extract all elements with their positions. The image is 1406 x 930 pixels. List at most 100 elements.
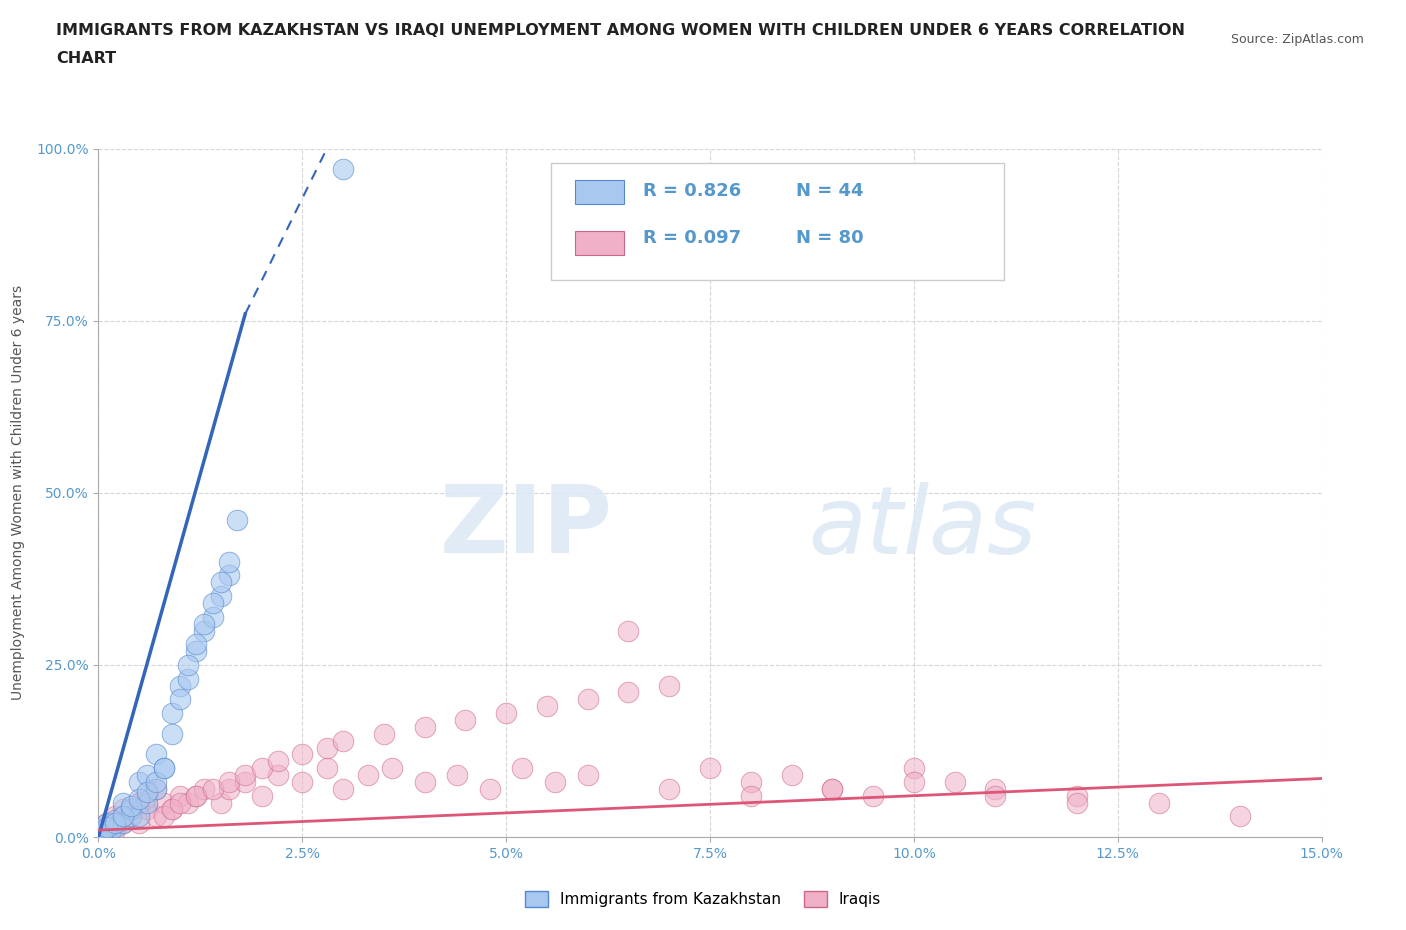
- Point: [169, 692, 191, 707]
- Bar: [575, 179, 624, 204]
- Point: [536, 698, 558, 713]
- Point: [120, 809, 142, 824]
- Point: [136, 802, 159, 817]
- Point: [96, 826, 118, 841]
- Point: [186, 637, 208, 652]
- Point: [209, 575, 232, 590]
- Point: [128, 791, 150, 806]
- Point: [96, 823, 118, 838]
- Point: [152, 761, 174, 776]
- Point: [821, 781, 844, 796]
- Point: [111, 795, 134, 810]
- Point: [454, 712, 477, 727]
- Point: [984, 789, 1007, 804]
- Point: [111, 802, 134, 817]
- Text: CHART: CHART: [56, 51, 117, 66]
- Point: [104, 813, 127, 828]
- Point: [104, 816, 127, 830]
- Text: N = 44: N = 44: [796, 182, 863, 201]
- Point: [91, 826, 114, 841]
- Point: [984, 781, 1007, 796]
- Point: [233, 767, 256, 782]
- Text: N = 80: N = 80: [796, 230, 863, 247]
- Point: [91, 823, 114, 838]
- Point: [250, 761, 273, 776]
- Bar: [575, 232, 624, 256]
- Point: [120, 802, 142, 817]
- Point: [136, 785, 159, 800]
- Point: [152, 761, 174, 776]
- Legend: Immigrants from Kazakhstan, Iraqis: Immigrants from Kazakhstan, Iraqis: [519, 884, 887, 913]
- Point: [821, 781, 844, 796]
- Point: [1229, 809, 1251, 824]
- Text: R = 0.826: R = 0.826: [643, 182, 741, 201]
- Point: [160, 802, 183, 817]
- Point: [903, 775, 925, 790]
- Point: [193, 781, 215, 796]
- Point: [291, 775, 314, 790]
- Point: [91, 826, 114, 841]
- Point: [233, 775, 256, 790]
- Point: [1066, 789, 1088, 804]
- Point: [544, 775, 567, 790]
- Point: [136, 767, 159, 782]
- Point: [136, 789, 159, 804]
- Text: R = 0.097: R = 0.097: [643, 230, 741, 247]
- Point: [145, 775, 167, 790]
- Point: [193, 617, 215, 631]
- Point: [413, 720, 436, 735]
- Point: [218, 554, 240, 569]
- Point: [446, 767, 468, 782]
- Point: [104, 819, 127, 834]
- Point: [617, 623, 640, 638]
- Point: [145, 747, 167, 762]
- Point: [104, 809, 127, 824]
- Point: [512, 761, 534, 776]
- Point: [120, 802, 142, 817]
- Point: [780, 767, 803, 782]
- Point: [128, 775, 150, 790]
- Point: [1066, 795, 1088, 810]
- Point: [104, 823, 127, 838]
- Point: [136, 795, 159, 810]
- Point: [128, 809, 150, 824]
- Point: [658, 678, 681, 693]
- Point: [291, 747, 314, 762]
- Point: [226, 513, 249, 528]
- Point: [903, 761, 925, 776]
- Point: [169, 795, 191, 810]
- Point: [218, 781, 240, 796]
- Point: [169, 678, 191, 693]
- Point: [145, 781, 167, 796]
- Point: [128, 795, 150, 810]
- Point: [177, 671, 200, 686]
- Text: atlas: atlas: [808, 482, 1036, 573]
- Point: [478, 781, 501, 796]
- Point: [152, 795, 174, 810]
- Point: [111, 809, 134, 824]
- Point: [96, 823, 118, 838]
- Text: IMMIGRANTS FROM KAZAKHSTAN VS IRAQI UNEMPLOYMENT AMONG WOMEN WITH CHILDREN UNDER: IMMIGRANTS FROM KAZAKHSTAN VS IRAQI UNEM…: [56, 23, 1185, 38]
- Point: [576, 767, 599, 782]
- Point: [96, 816, 118, 830]
- Point: [152, 809, 174, 824]
- Point: [160, 726, 183, 741]
- Point: [128, 816, 150, 830]
- Point: [373, 726, 395, 741]
- Point: [160, 706, 183, 721]
- Point: [495, 706, 517, 721]
- Point: [186, 789, 208, 804]
- Point: [145, 809, 167, 824]
- Point: [218, 568, 240, 583]
- Point: [111, 809, 134, 824]
- Y-axis label: Unemployment Among Women with Children Under 6 years: Unemployment Among Women with Children U…: [11, 286, 25, 700]
- Point: [89, 826, 111, 841]
- Point: [96, 819, 118, 834]
- Point: [267, 754, 290, 769]
- Point: [332, 733, 354, 748]
- Point: [160, 802, 183, 817]
- Point: [315, 761, 337, 776]
- Point: [177, 795, 200, 810]
- Point: [128, 795, 150, 810]
- Point: [209, 589, 232, 604]
